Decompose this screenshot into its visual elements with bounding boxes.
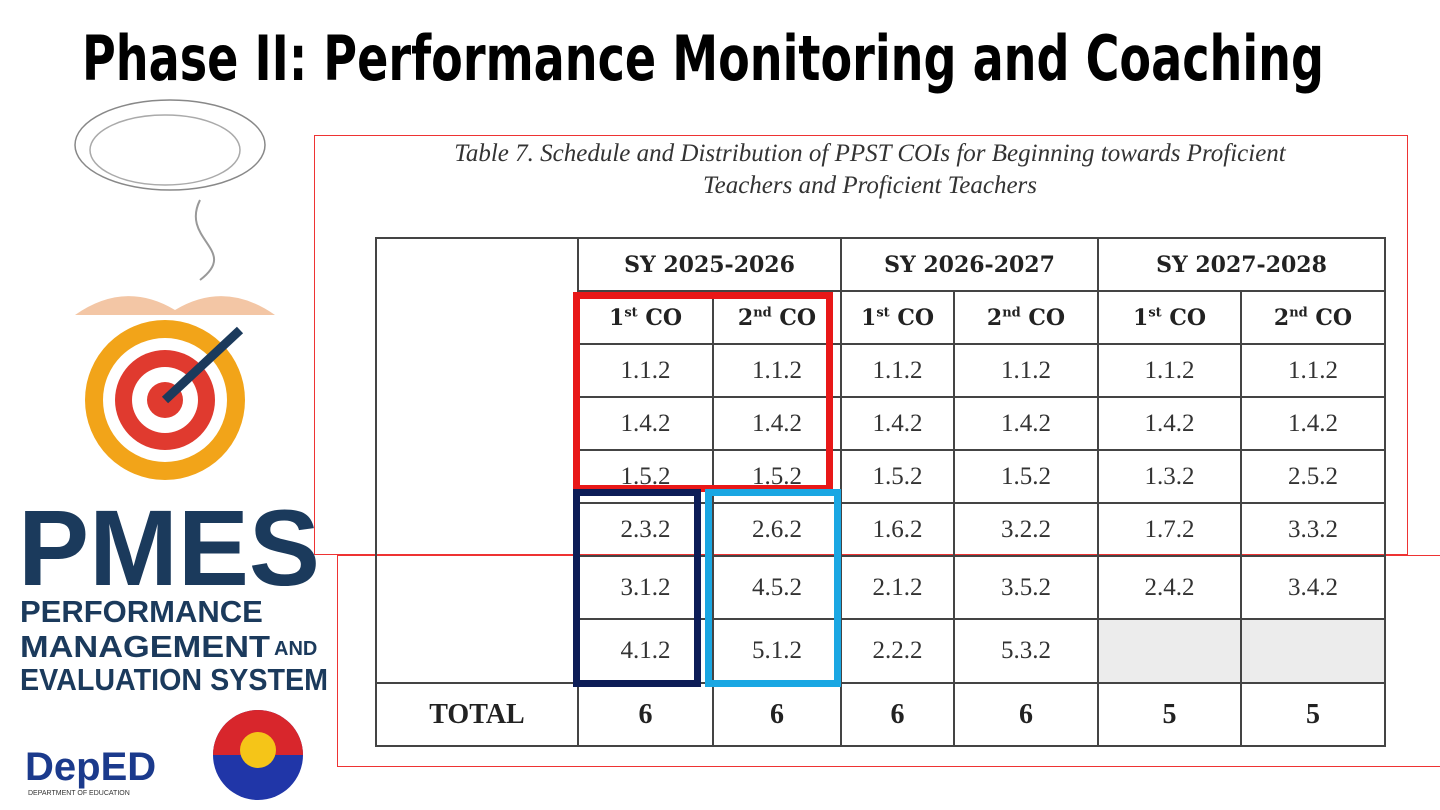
cell: 3.5.2 — [953, 555, 1099, 620]
cell: 1.6.2 — [840, 502, 955, 557]
cell: 1.1.2 — [712, 343, 842, 398]
ordinal: 1 — [1133, 304, 1149, 331]
cell: 1.5.2 — [840, 449, 955, 504]
stub-cell — [375, 237, 579, 684]
ordinal-suffix: st — [1148, 305, 1162, 321]
cell: 1.1.2 — [1097, 343, 1242, 398]
table-row: SY 2025-2026 SY 2026-2027 SY 2027-2028 — [375, 237, 1386, 684]
cell: 1.4.2 — [1240, 396, 1386, 451]
cell: 3.4.2 — [1240, 555, 1386, 620]
total-cell: 6 — [712, 682, 842, 747]
ordinal-suffix: st — [624, 305, 638, 321]
cell: 2.6.2 — [712, 502, 842, 557]
cell: 1.1.2 — [1240, 343, 1386, 398]
cell: 4.5.2 — [712, 555, 842, 620]
column-label: CO — [1028, 304, 1066, 331]
cell: 2.4.2 — [1097, 555, 1242, 620]
caption: Table 7. Schedule and Distribution of PP… — [454, 140, 1286, 167]
total-cell: 5 — [1240, 682, 1386, 747]
highlight — [573, 292, 833, 492]
cell: 3.3.2 — [1240, 502, 1386, 557]
logo-text: PERFORMANCE — [20, 594, 263, 629]
logo: PMES PERFORMANCE MANAGEMENT AND EVALUATI… — [18, 99, 328, 800]
cell: 1.4.2 — [953, 396, 1099, 451]
title-svg: Phase II: Performance Monitoring and Coa… — [82, 22, 1324, 95]
table-row: 2.3.2 2.6.2 1.6.2 3.2.2 1.7.2 3.3.2 — [376, 502, 1386, 557]
table-row: 1.4.2 1.4.2 1.4.2 1.4.2 1.4.2 1.4.2 — [376, 396, 1386, 451]
ordinal: 1 — [861, 304, 877, 331]
cell: 1.1.2 — [577, 343, 714, 398]
cell: 1.4.2 — [577, 396, 714, 451]
ordinal: 1 — [609, 304, 625, 331]
cell: 2.5.2 — [1240, 449, 1386, 504]
cell: 1.4.2 — [712, 396, 842, 451]
slide-title: Phase II: Performance Monitoring and Coa… — [82, 22, 1324, 95]
string — [194, 199, 215, 281]
cell: 5.1.2 — [712, 618, 842, 684]
ordinal: 2 — [1273, 304, 1290, 331]
empty-cell — [1240, 618, 1386, 684]
ordinal: 2 — [986, 304, 1003, 331]
year-header: SY 2027-2028 — [1097, 237, 1386, 292]
column-header: 1st CO — [1097, 290, 1242, 345]
arrow — [161, 326, 244, 404]
total-cell: 5 — [1097, 682, 1242, 747]
column-label: CO — [1169, 304, 1206, 331]
table-row: 3.1.2 4.5.2 2.1.2 3.5.2 2.4.2 3.4.2 — [376, 555, 1386, 620]
column-label: CO — [897, 304, 934, 331]
cell: 5.3.2 — [953, 618, 1099, 684]
column-header: 1st CO — [840, 290, 955, 345]
column-header: 2nd CO — [953, 290, 1099, 345]
total-cell: 6 — [577, 682, 714, 747]
schedule-table: SY 2025-2026 SY 2026-2027 SY 2027-2028 1st … — [375, 237, 1386, 747]
highlight — [573, 489, 701, 687]
book — [75, 296, 275, 315]
ordinal: 2 — [737, 304, 754, 331]
caption: Teachers and Proficient Teachers — [702, 172, 1037, 199]
total-cell: 6 — [953, 682, 1099, 747]
total-cell: 6 — [840, 682, 955, 747]
empty-cell — [1097, 618, 1242, 684]
column-header: 2nd CO — [712, 290, 842, 345]
year-header: SY 2026-2027 — [840, 237, 1099, 292]
column-header: 1st CO — [577, 290, 714, 345]
scribble — [89, 114, 241, 186]
ordinal-suffix: st — [876, 305, 890, 321]
ordinal-suffix: nd — [753, 305, 772, 321]
column-label: CO — [1315, 304, 1353, 331]
highlight — [705, 489, 841, 687]
scribble — [74, 99, 266, 191]
cell: 1.5.2 — [953, 449, 1099, 504]
logo-text: EVALUATION SYSTEM — [20, 662, 328, 697]
table-row: TOTAL 6 6 6 6 5 5 — [375, 682, 1386, 747]
deped-logo: DepED — [25, 745, 156, 789]
cell: 1.3.2 — [1097, 449, 1242, 504]
cell: 2.2.2 — [840, 618, 955, 684]
table-row: 1st CO 2nd CO 1st CO 2nd CO 1st CO 2nd CO — [376, 290, 1386, 345]
year-header: SY 2025-2026 — [577, 237, 842, 292]
ordinal-suffix: nd — [1289, 305, 1308, 321]
cell: 1.7.2 — [1097, 502, 1242, 557]
cell: 1.4.2 — [1097, 396, 1242, 451]
seal — [240, 732, 276, 768]
logo-text: AND — [274, 638, 317, 660]
table-row: 4.1.2 5.1.2 2.2.2 5.3.2 — [376, 618, 1386, 684]
table-row: 1.1.2 1.1.2 1.1.2 1.1.2 1.1.2 1.1.2 — [376, 343, 1386, 398]
total-label: TOTAL — [375, 682, 579, 747]
column-label: CO — [779, 304, 817, 331]
logo-text: MANAGEMENT — [20, 629, 270, 664]
ordinal-suffix: nd — [1002, 305, 1021, 321]
cell: 3.2.2 — [953, 502, 1099, 557]
column-header: 2nd CO — [1240, 290, 1386, 345]
deped-sub: DEPARTMENT OF EDUCATION — [28, 790, 130, 797]
cell: 1.1.2 — [840, 343, 955, 398]
column-label: CO — [645, 304, 682, 331]
cell: 2.1.2 — [840, 555, 955, 620]
cell: 3.1.2 — [577, 555, 714, 620]
logo-acronym: PMES — [18, 487, 320, 608]
table-row: 1.5.2 1.5.2 1.5.2 1.5.2 1.3.2 2.5.2 — [376, 449, 1386, 504]
cell: 1.4.2 — [840, 396, 955, 451]
cell: 1.1.2 — [953, 343, 1099, 398]
